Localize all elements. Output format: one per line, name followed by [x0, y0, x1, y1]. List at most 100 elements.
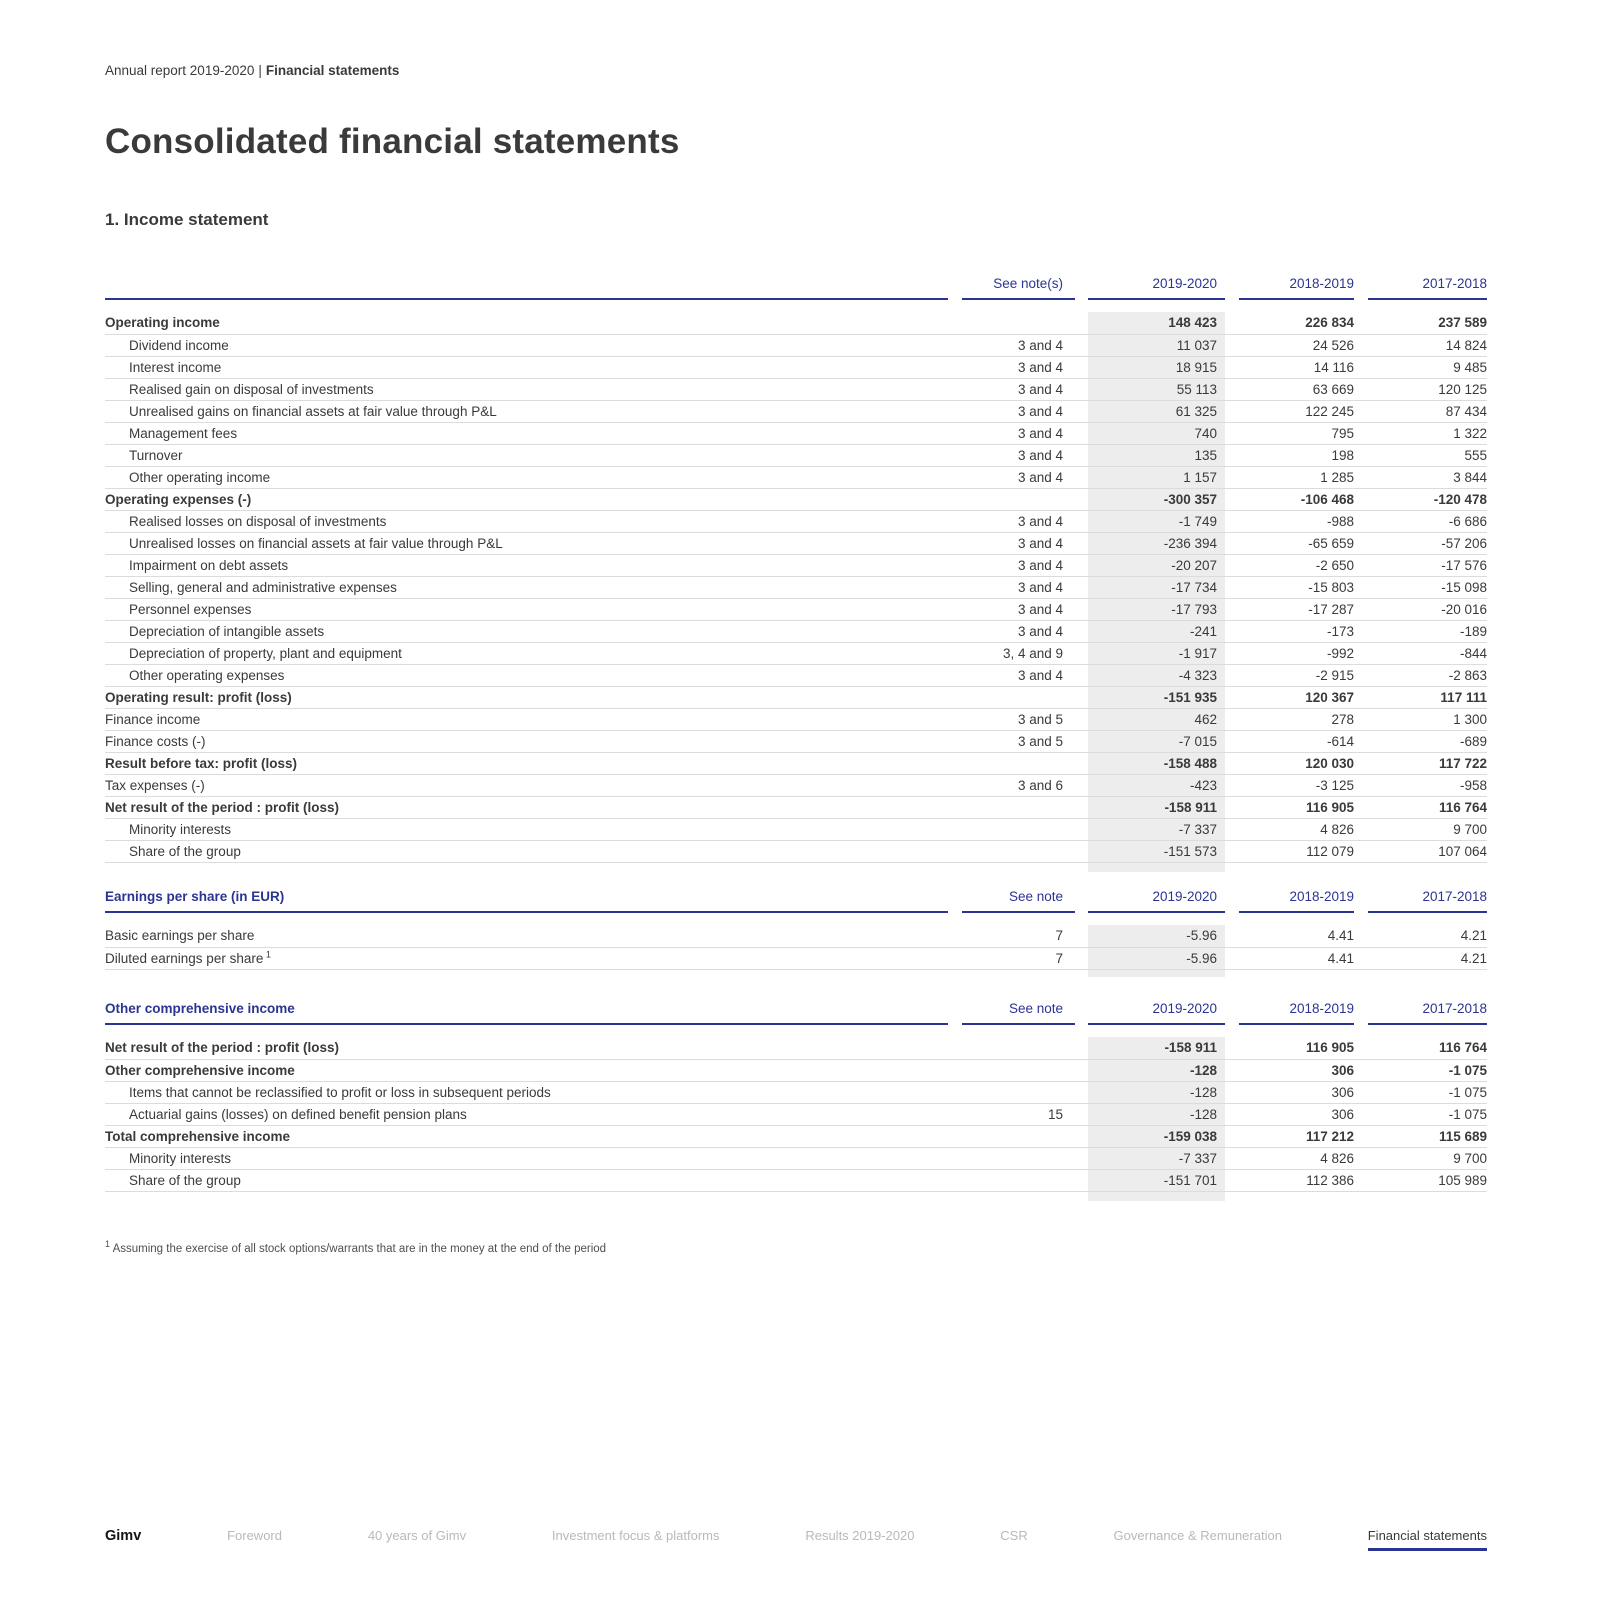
value-2018-2019: 4 826	[1225, 1147, 1354, 1170]
value-2019-2020: -158 911	[1075, 796, 1225, 819]
value-2018-2019: 4.41	[1225, 947, 1354, 970]
row-note: 3 and 4	[955, 664, 1075, 687]
value-2018-2019: -65 659	[1225, 532, 1354, 555]
row-note	[955, 686, 1075, 709]
footnote-text: Assuming the exercise of all stock optio…	[110, 1243, 607, 1255]
table-row: Realised losses on disposal of investmen…	[105, 510, 1487, 533]
value-2018-2019: 226 834	[1225, 312, 1354, 335]
table-row: Depreciation of intangible assets 3 and 4…	[105, 620, 1487, 643]
value-2019-2020: 18 915	[1075, 356, 1225, 379]
year-column-header: 2019-2020	[1075, 1001, 1225, 1025]
header-row: See note(s) 2019-2020 2018-2019 2017-2018	[105, 276, 1487, 300]
note-column-header: See note	[955, 1001, 1075, 1025]
row-note	[955, 1081, 1075, 1104]
value-2018-2019: -17 287	[1225, 598, 1354, 621]
table-title-text: Earnings per share (in EUR)	[105, 889, 948, 913]
table-row: Share of the group -151 701 112 386 105 989	[105, 1169, 1487, 1192]
value-2019-2020: 148 423	[1075, 312, 1225, 335]
table-row: Net result of the period : profit (loss)…	[105, 796, 1487, 819]
breadcrumb: Annual report 2019-2020 | Financial statem…	[105, 63, 1487, 78]
row-label: Depreciation of intangible assets	[105, 620, 955, 643]
value-2019-2020: -236 394	[1075, 532, 1225, 555]
value-2019-2020: -5.96	[1075, 947, 1225, 970]
value-2019-2020: 55 113	[1075, 378, 1225, 401]
value-2019-2020: -17 734	[1075, 576, 1225, 599]
spacer-cell	[1075, 913, 1225, 925]
value-2019-2020: -151 573	[1075, 840, 1225, 863]
row-label: Minority interests	[105, 1147, 955, 1170]
row-label: Realised losses on disposal of investmen…	[105, 510, 955, 533]
table-row: Finance income 3 and 5 462 278 1 300	[105, 708, 1487, 731]
value-2019-2020: 740	[1075, 422, 1225, 445]
table-row: Items that cannot be reclassified to pro…	[105, 1081, 1487, 1104]
footer-nav-item[interactable]: Investment focus & platforms	[551, 1528, 720, 1543]
year-column-header: 2018-2019	[1225, 889, 1354, 913]
value-2017-2018: 105 989	[1354, 1169, 1487, 1192]
content-area: Annual report 2019-2020 | Financial statem…	[0, 63, 1487, 1255]
footer-nav-item[interactable]: Results 2019-2020	[805, 1528, 915, 1543]
row-label: Items that cannot be reclassified to pro…	[105, 1081, 955, 1104]
row-note: 3 and 4	[955, 422, 1075, 445]
year-column-header-text: 2017-2018	[1368, 889, 1487, 913]
value-2017-2018: 87 434	[1354, 400, 1487, 423]
note-column-header: See note(s)	[955, 276, 1075, 300]
value-2018-2019: 63 669	[1225, 378, 1354, 401]
table-row: Realised gain on disposal of investments…	[105, 378, 1487, 401]
spacer-cell	[105, 969, 955, 977]
note-column-header-text: See note	[962, 1001, 1075, 1025]
row-note	[955, 1147, 1075, 1170]
row-label: Management fees	[105, 422, 955, 445]
row-note	[955, 1037, 1075, 1060]
spacer-cell	[1075, 862, 1225, 872]
value-2019-2020: 11 037	[1075, 334, 1225, 357]
table-row: Share of the group -151 573 112 079 107 064	[105, 840, 1487, 863]
table-row: Impairment on debt assets 3 and 4 -20 207-…	[105, 554, 1487, 577]
spacer-cell	[1354, 1191, 1487, 1201]
value-2017-2018: 3 844	[1354, 466, 1487, 489]
row-note: 3 and 5	[955, 730, 1075, 753]
value-2017-2018: 237 589	[1354, 312, 1487, 335]
breadcrumb-current-section: Financial statements	[265, 63, 400, 78]
footer-nav-item-active[interactable]: Financial statements	[1367, 1528, 1487, 1551]
footer-nav-item[interactable]: Governance & Remuneration	[1113, 1528, 1282, 1543]
row-label: Impairment on debt assets	[105, 554, 955, 577]
spacer-cell	[1075, 969, 1225, 977]
income-statement-table: See note(s) 2019-2020 2018-2019 2017-2018 Op…	[105, 276, 1487, 872]
table-row: Dividend income 3 and 4 11 037 24 526 14 824	[105, 334, 1487, 357]
value-2018-2019: 1 285	[1225, 466, 1354, 489]
year-column-header-text: 2019-2020	[1088, 276, 1225, 300]
value-2019-2020: -423	[1075, 774, 1225, 797]
spacer-cell	[1075, 300, 1225, 312]
value-2017-2018: -120 478	[1354, 488, 1487, 511]
row-note: 3, 4 and 9	[955, 642, 1075, 665]
table-row: Selling, general and administrative expe…	[105, 576, 1487, 599]
brand-logo[interactable]: Gimv	[105, 1528, 142, 1544]
value-2017-2018: 116 764	[1354, 1037, 1487, 1060]
value-2018-2019: 198	[1225, 444, 1354, 467]
value-2018-2019: -988	[1225, 510, 1354, 533]
value-2019-2020: -7 015	[1075, 730, 1225, 753]
value-2017-2018: -689	[1354, 730, 1487, 753]
value-2018-2019: 120 367	[1225, 686, 1354, 709]
value-2017-2018: 4.21	[1354, 947, 1487, 970]
table-row: Operating expenses (-) -300 357 -106 468 -1…	[105, 488, 1487, 511]
row-note	[955, 488, 1075, 511]
value-2017-2018: 117 111	[1354, 686, 1487, 709]
value-2017-2018: 117 722	[1354, 752, 1487, 775]
value-2019-2020: -128	[1075, 1059, 1225, 1082]
row-label: Finance costs (-)	[105, 730, 955, 753]
row-note: 3 and 4	[955, 532, 1075, 555]
table-row: Operating income 148 423 226 834 237 589	[105, 312, 1487, 335]
table-row: Management fees 3 and 4 740 795 1 322	[105, 422, 1487, 445]
footer-nav-item[interactable]: 40 years of Gimv	[367, 1528, 467, 1543]
footer-nav-item[interactable]: Foreword	[227, 1528, 282, 1543]
value-2017-2018: 115 689	[1354, 1125, 1487, 1148]
table-title-text: Other comprehensive income	[105, 1001, 948, 1025]
spacer-cell	[1075, 1191, 1225, 1201]
row-note: 3 and 4	[955, 334, 1075, 357]
footer-nav: Gimv Foreword 40 years of Gimv Investment …	[105, 1528, 1487, 1551]
spacer-cell	[105, 913, 955, 925]
value-2018-2019: 112 386	[1225, 1169, 1354, 1192]
table-title: Other comprehensive income	[105, 1001, 955, 1025]
footer-nav-item[interactable]: CSR	[1000, 1528, 1028, 1543]
